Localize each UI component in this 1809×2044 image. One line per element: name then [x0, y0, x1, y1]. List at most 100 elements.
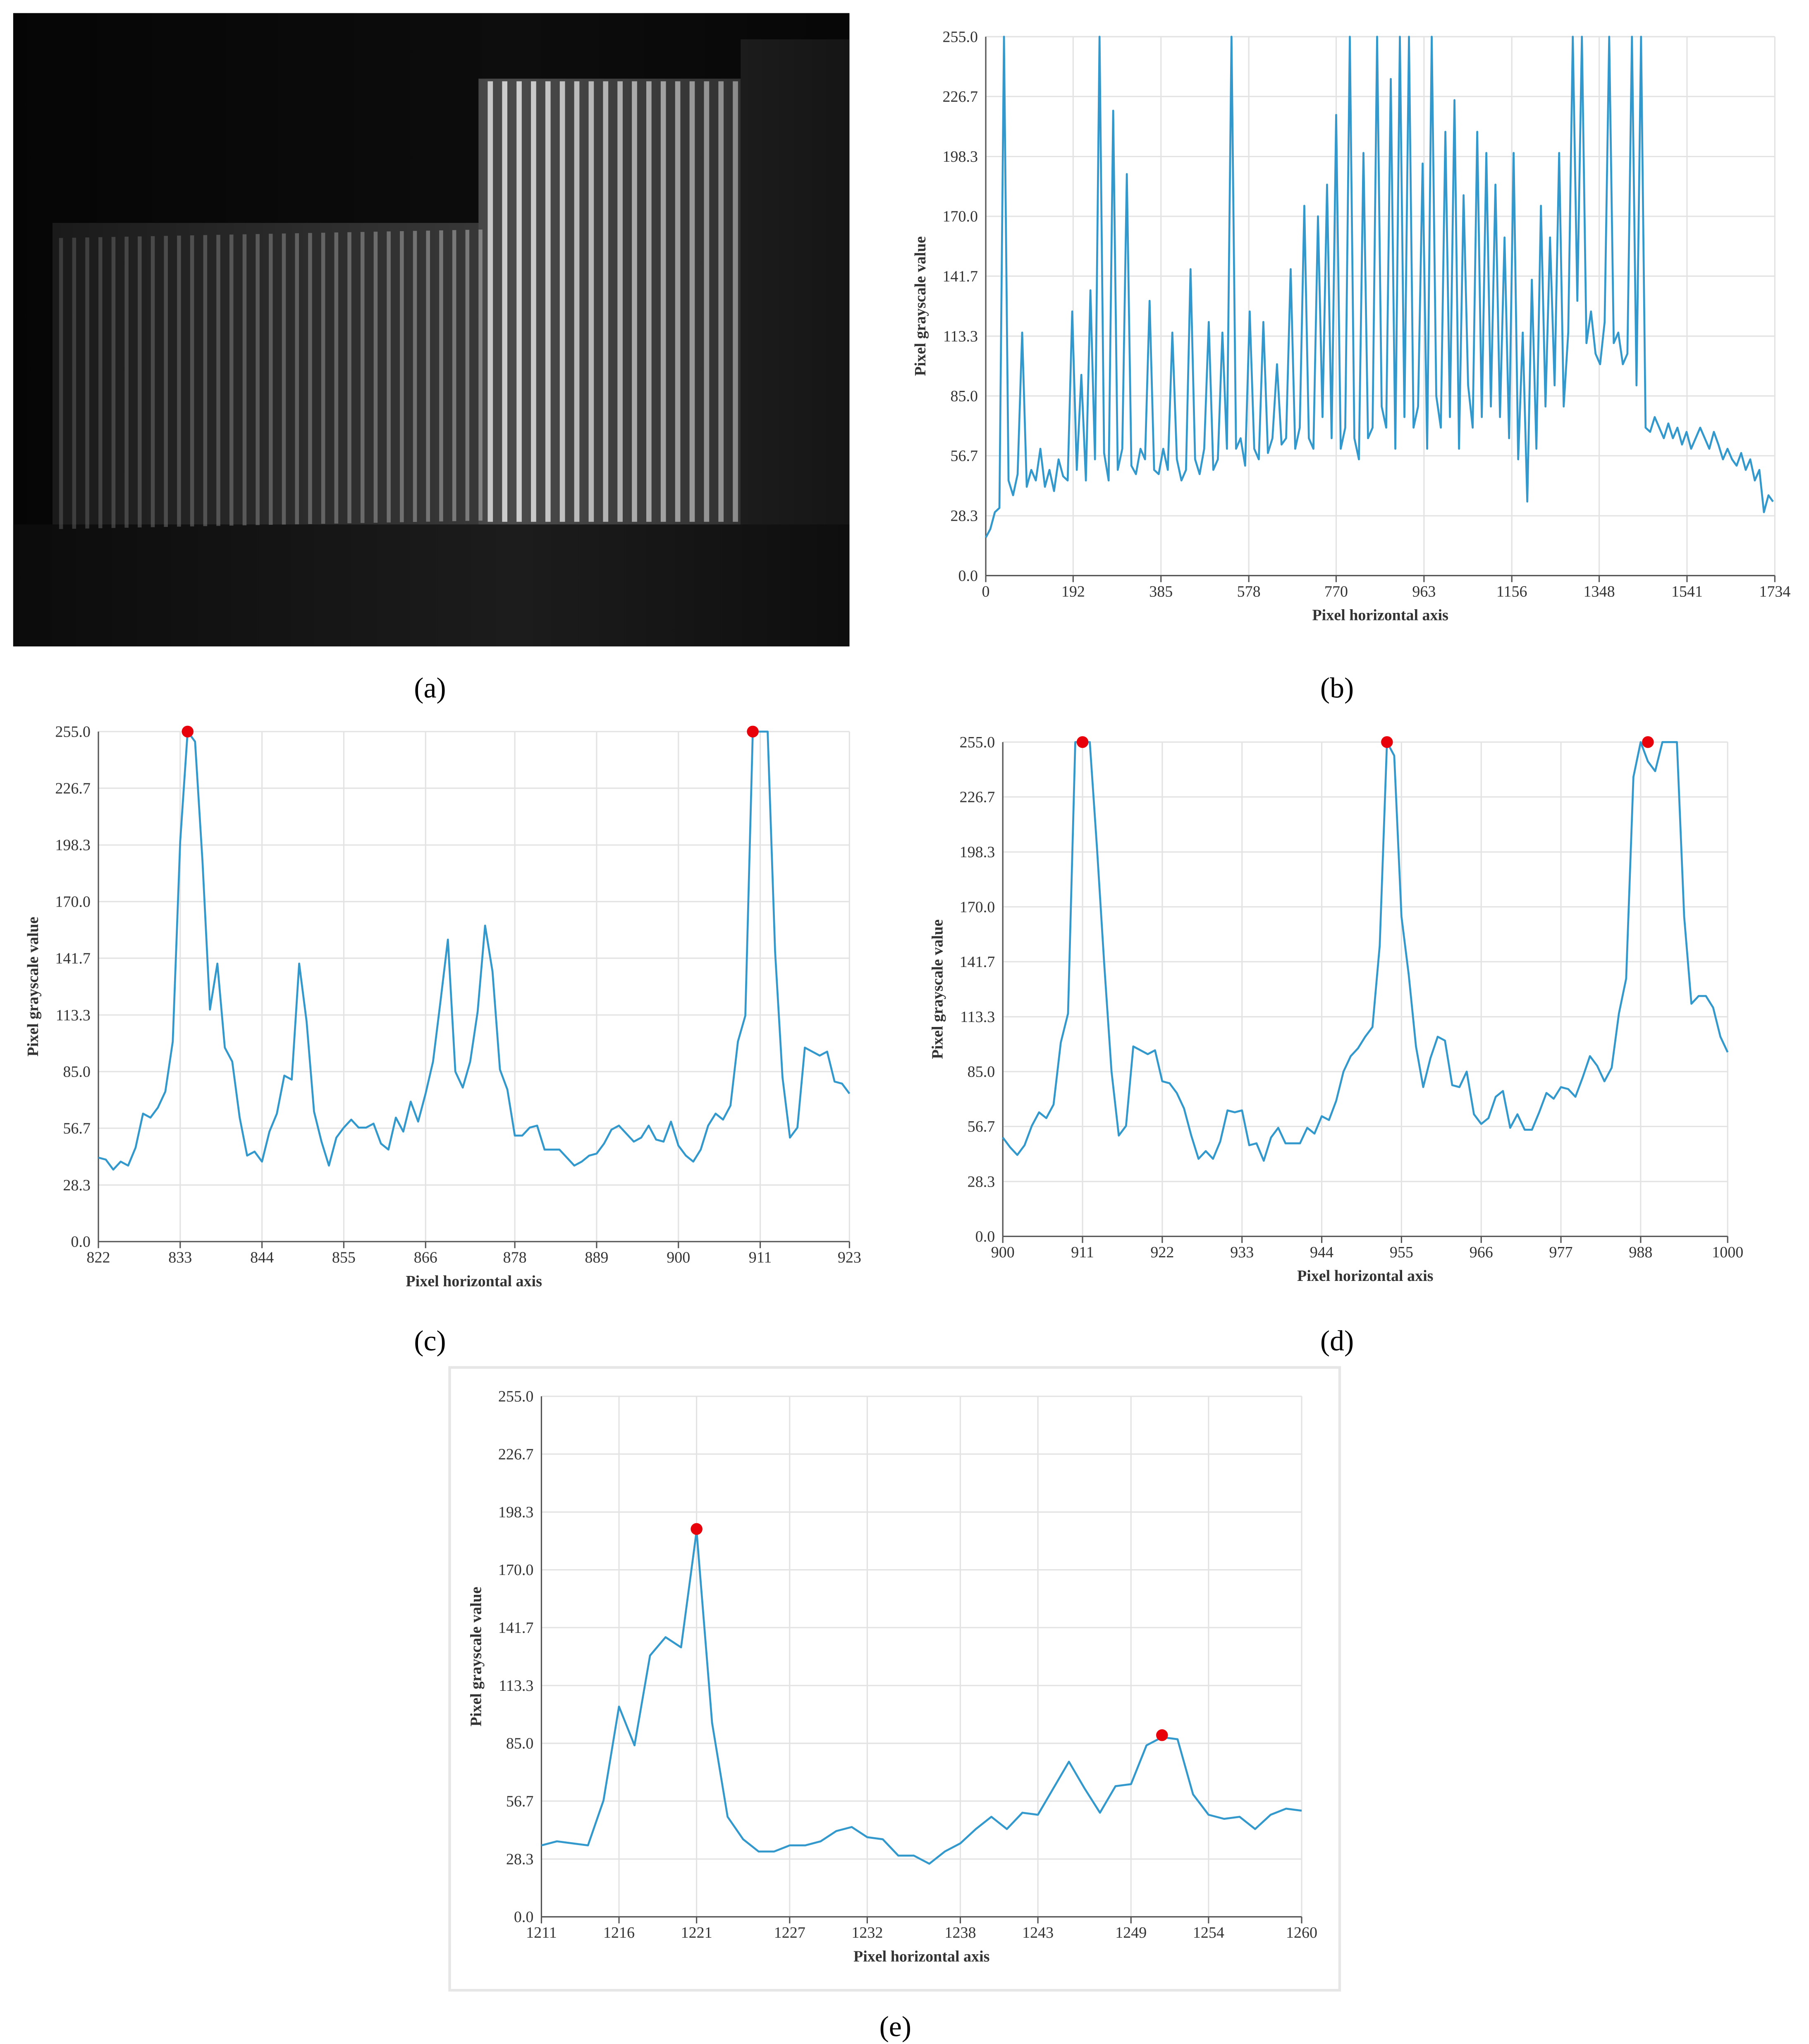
y-tick-label: 141.7: [55, 950, 91, 967]
peak-marker: [747, 725, 759, 738]
y-tick-label: 255.0: [942, 28, 978, 45]
x-tick-label: 1541: [1671, 583, 1703, 600]
peak-marker: [1076, 736, 1089, 748]
peak-marker: [691, 1523, 703, 1535]
x-tick-label: 1734: [1759, 583, 1790, 600]
y-tick-label: 170.0: [498, 1561, 534, 1579]
x-tick-label: 1156: [1496, 583, 1527, 600]
y-tick-label: 113.3: [960, 1008, 995, 1026]
y-tick-label: 85.0: [506, 1735, 534, 1752]
y-tick-label: 170.0: [960, 898, 995, 916]
x-axis-label: Pixel horizontal axis: [853, 1948, 989, 1965]
x-tick-label: 1243: [1022, 1924, 1054, 1941]
x-tick-label: 855: [332, 1249, 356, 1266]
y-tick-label: 28.3: [950, 507, 978, 525]
peak-marker: [1156, 1729, 1168, 1741]
x-tick-label: 955: [1390, 1244, 1413, 1261]
y-axis-label: Pixel grayscale value: [929, 919, 946, 1059]
y-tick-label: 85.0: [63, 1063, 91, 1081]
line-chart: 0.0 28.3 56.7 85.0 113.3 141.7 170.0 198.3 226.7…: [929, 734, 1743, 1285]
x-tick-label: 1211: [526, 1924, 557, 1941]
x-tick-label: 1249: [1115, 1924, 1147, 1941]
y-tick-label: 141.7: [942, 268, 978, 285]
line-chart: 0.0 28.3 56.7 85.0 113.3 141.7 170.0 198.3 226.7…: [24, 723, 861, 1290]
y-axis-label: Pixel grayscale value: [912, 236, 929, 376]
x-tick-label: 1232: [851, 1924, 883, 1941]
x-tick-label: 944: [1310, 1244, 1333, 1261]
data-line: [1002, 741, 1729, 1162]
x-tick-label: 988: [1629, 1244, 1652, 1261]
x-tick-label: 192: [1061, 583, 1085, 600]
y-axis-label: Pixel grayscale value: [24, 917, 42, 1056]
x-tick-label: 922: [1150, 1244, 1174, 1261]
x-tick-label: 866: [414, 1249, 437, 1266]
y-tick-label: 141.7: [498, 1619, 534, 1637]
y-tick-label: 0.0: [71, 1233, 91, 1251]
y-tick-label: 28.3: [63, 1177, 91, 1194]
photo: [13, 13, 850, 646]
peak-marker: [1642, 736, 1654, 748]
y-tick-label: 56.7: [63, 1120, 91, 1137]
x-axis-label: Pixel horizontal axis: [406, 1273, 542, 1290]
x-tick-label: 878: [503, 1249, 527, 1266]
data-line: [985, 36, 1774, 538]
y-tick-label: 198.3: [55, 837, 91, 854]
panel-label: (b): [1320, 672, 1354, 704]
x-tick-label: 911: [749, 1249, 772, 1266]
x-tick-label: 1227: [774, 1924, 805, 1941]
line-chart: 0.0 28.3 56.7 85.0 113.3 141.7 170.0 198.3 226.7…: [468, 1388, 1317, 1965]
peak-marker: [182, 725, 194, 738]
x-tick-label: 844: [250, 1249, 274, 1266]
charts: 0.0 28.3 56.7 85.0 113.3 141.7 170.0 198.3 226.7…: [24, 28, 1790, 1965]
x-tick-label: 822: [86, 1249, 110, 1266]
y-tick-label: 141.7: [960, 953, 995, 971]
x-tick-label: 1238: [944, 1924, 976, 1941]
y-tick-label: 28.3: [506, 1851, 534, 1868]
x-tick-label: 578: [1237, 583, 1261, 600]
panel-label: (c): [414, 1325, 446, 1357]
x-tick-label: 900: [667, 1249, 690, 1266]
x-tick-label: 0: [982, 583, 990, 600]
x-tick-label: 385: [1149, 583, 1173, 600]
x-tick-label: 1000: [1712, 1244, 1743, 1261]
y-tick-label: 56.7: [950, 448, 978, 465]
y-tick-label: 85.0: [968, 1063, 995, 1081]
x-tick-label: 1254: [1193, 1924, 1224, 1941]
x-tick-label: 963: [1412, 583, 1436, 600]
x-tick-label: 1348: [1584, 583, 1615, 600]
x-tick-label: 1260: [1286, 1924, 1317, 1941]
y-tick-label: 170.0: [942, 208, 978, 225]
x-tick-label: 889: [585, 1249, 608, 1266]
data-line: [541, 1530, 1302, 1865]
y-tick-label: 113.3: [56, 1007, 91, 1024]
y-tick-label: 28.3: [968, 1173, 995, 1190]
x-tick-label: 1221: [681, 1924, 712, 1941]
y-tick-label: 113.3: [499, 1677, 533, 1695]
y-tick-label: 198.3: [498, 1504, 534, 1521]
peak-marker: [1381, 736, 1393, 748]
x-tick-label: 933: [1230, 1244, 1254, 1261]
y-tick-label: 198.3: [960, 844, 995, 861]
x-tick-label: 1216: [603, 1924, 635, 1941]
panel-label: (e): [879, 2011, 911, 2043]
panel-label: (a): [414, 672, 446, 704]
x-axis-label: Pixel horizontal axis: [1312, 606, 1448, 624]
y-tick-label: 170.0: [55, 893, 91, 911]
x-tick-label: 833: [168, 1249, 192, 1266]
panel-label: (d): [1320, 1325, 1354, 1357]
x-tick-label: 966: [1470, 1244, 1493, 1261]
y-tick-label: 56.7: [506, 1793, 534, 1810]
y-tick-label: 226.7: [55, 780, 91, 797]
panel-frame: [448, 1366, 1341, 1992]
y-tick-label: 255.0: [55, 723, 91, 741]
y-tick-label: 198.3: [942, 148, 978, 165]
y-tick-label: 255.0: [960, 734, 995, 751]
y-tick-label: 0.0: [975, 1228, 995, 1245]
x-tick-label: 923: [838, 1249, 861, 1266]
y-tick-label: 0.0: [514, 1908, 534, 1926]
photo-shade: [13, 13, 850, 646]
x-axis-label: Pixel horizontal axis: [1297, 1267, 1433, 1285]
x-tick-label: 900: [991, 1244, 1015, 1261]
y-tick-label: 226.7: [498, 1446, 534, 1463]
